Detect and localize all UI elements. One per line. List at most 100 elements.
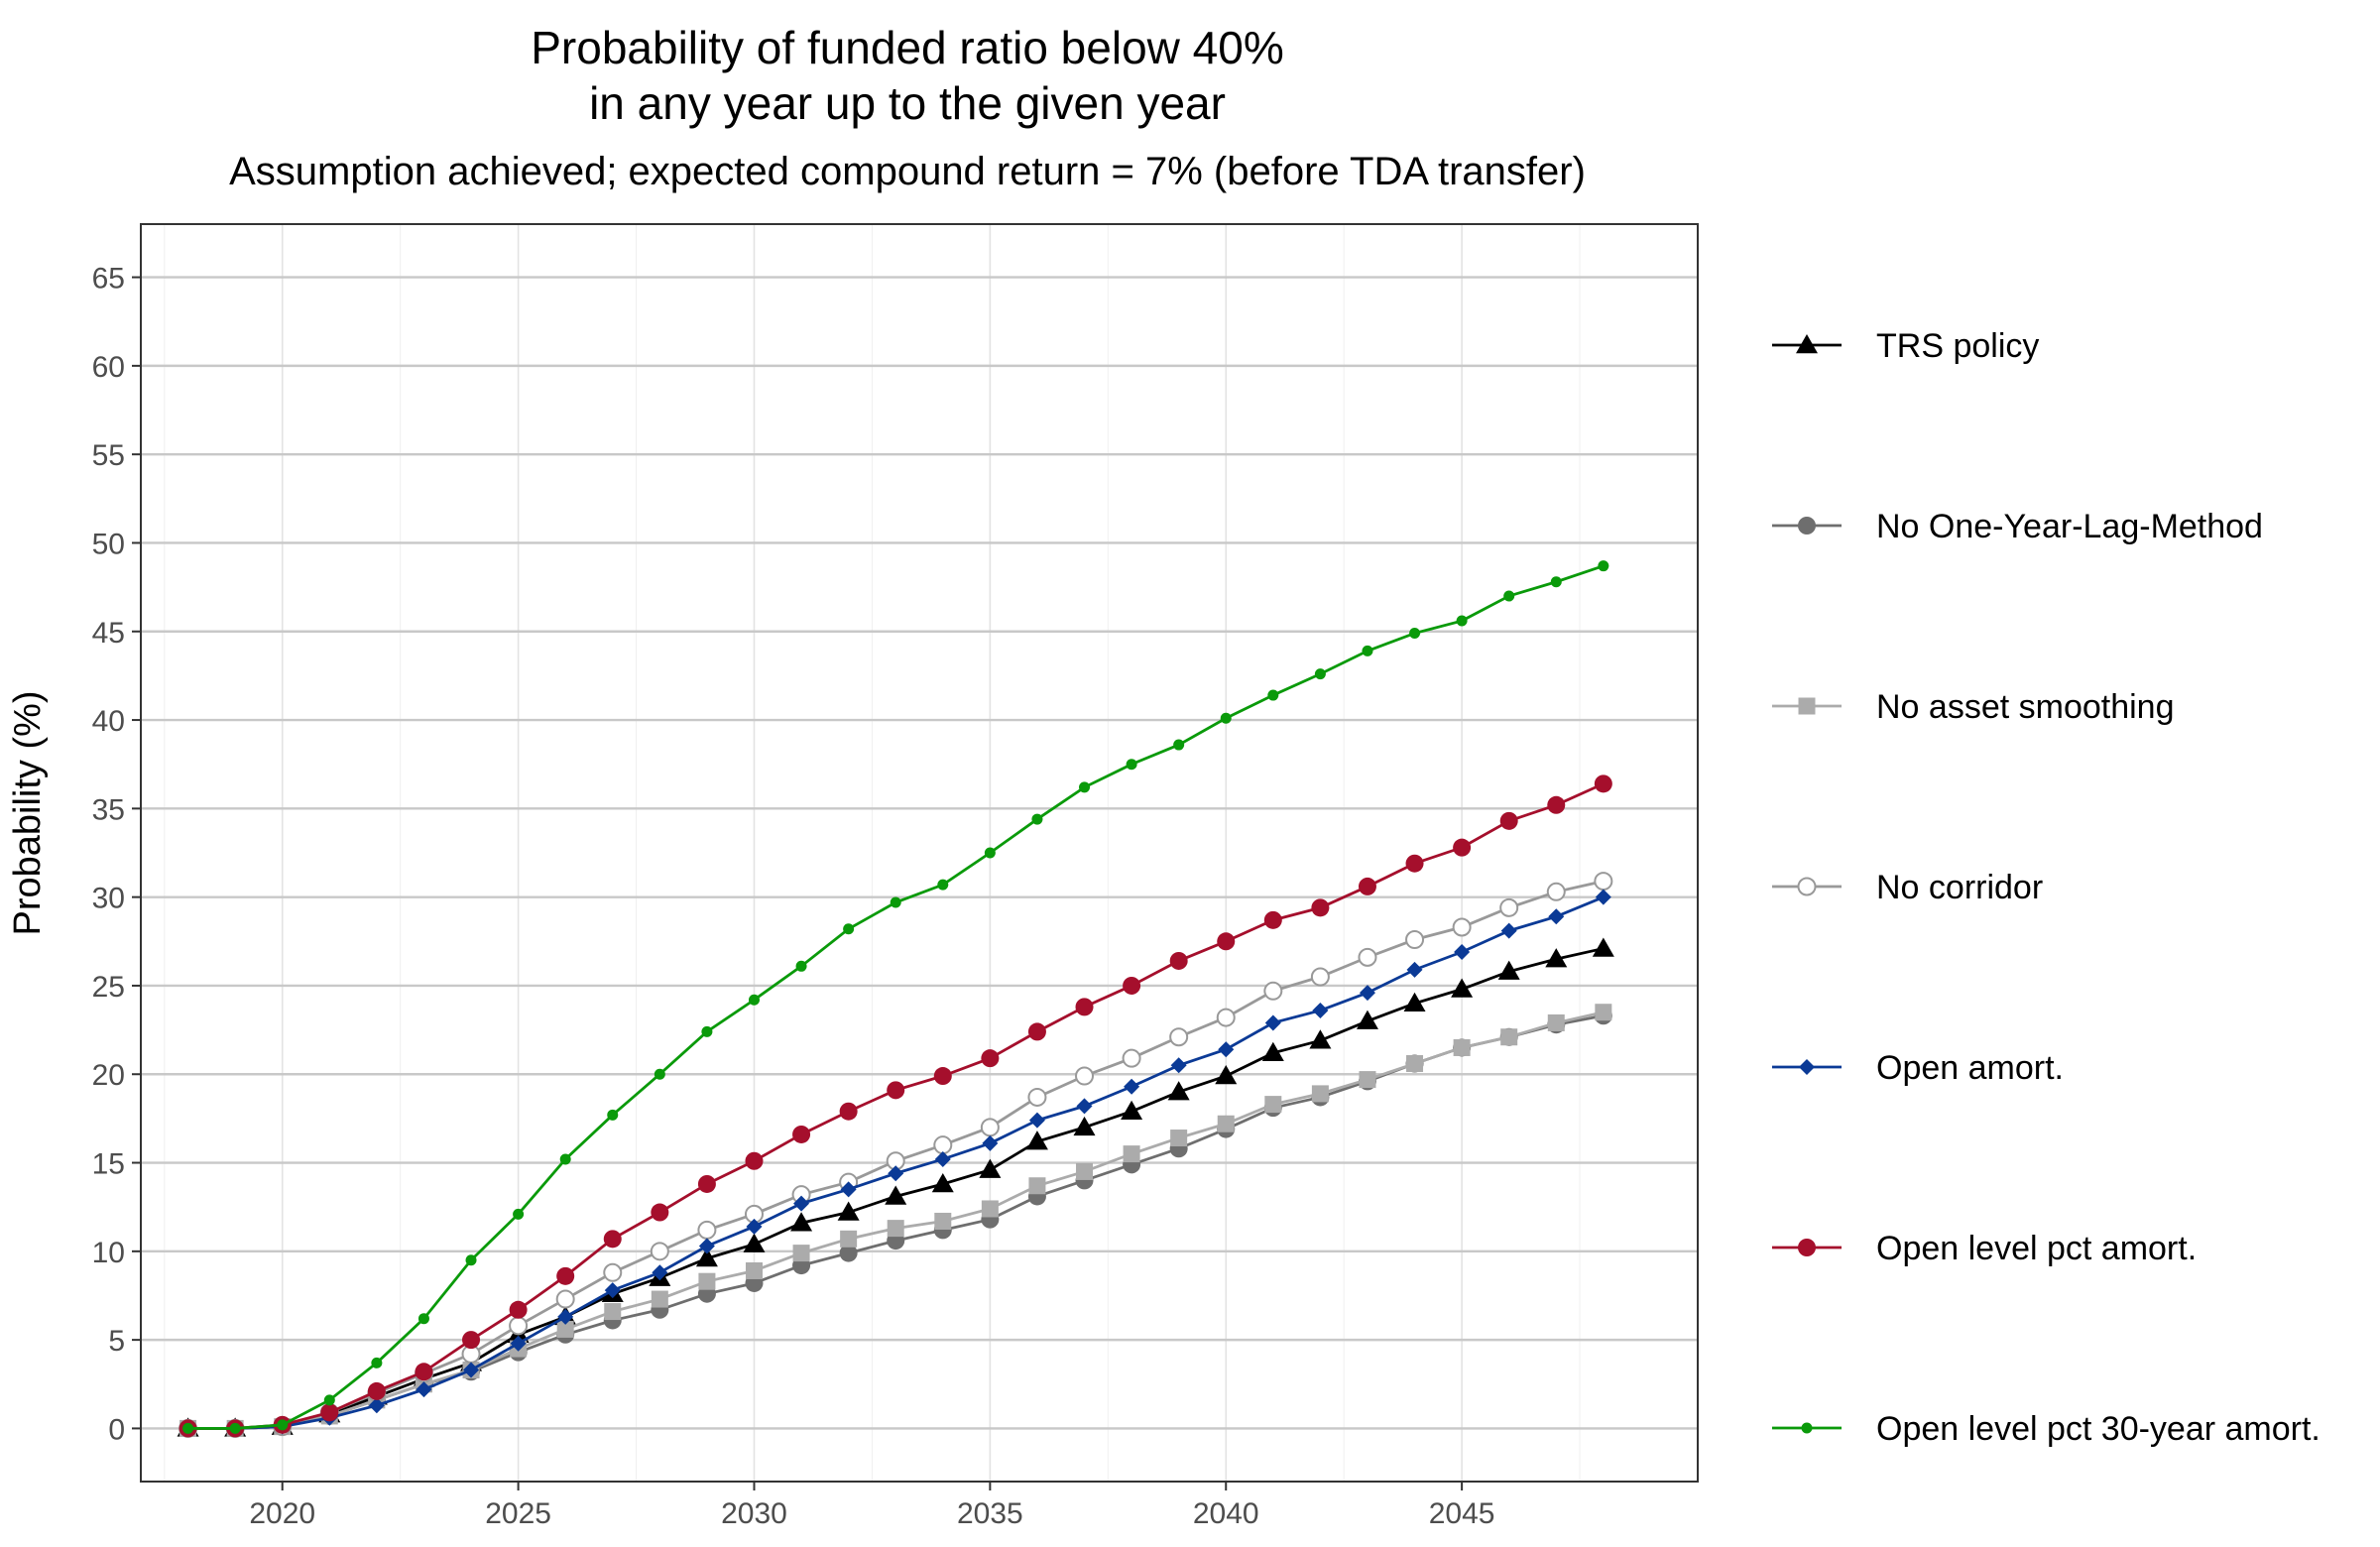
data-point xyxy=(1264,1014,1281,1031)
data-point xyxy=(510,1335,527,1352)
data-point xyxy=(1405,930,1425,950)
legend-key-marker xyxy=(1797,877,1817,896)
data-point xyxy=(701,1025,713,1037)
data-point xyxy=(1451,978,1474,998)
data-point xyxy=(1409,628,1421,640)
y-tick-label: 0 xyxy=(108,1413,125,1446)
data-point xyxy=(840,1181,857,1198)
legend-label: No One-Year-Lag-Method xyxy=(1876,508,2263,545)
data-point xyxy=(1403,992,1426,1012)
data-point xyxy=(1123,1145,1140,1163)
data-point xyxy=(1122,1048,1141,1068)
data-point xyxy=(1028,1177,1046,1195)
data-point xyxy=(1216,1008,1236,1027)
data-point xyxy=(509,1300,528,1319)
x-tick-label: 2025 xyxy=(485,1497,551,1530)
data-point xyxy=(1027,1087,1047,1107)
data-point xyxy=(1503,590,1515,602)
data-point xyxy=(1123,976,1141,995)
data-point xyxy=(368,1397,385,1414)
data-point xyxy=(1311,898,1330,917)
data-point xyxy=(603,1230,622,1249)
y-tick-label: 45 xyxy=(92,617,125,650)
data-point xyxy=(1073,1116,1096,1136)
data-point xyxy=(743,1233,766,1252)
data-point xyxy=(1595,889,1611,905)
data-point xyxy=(979,1158,1002,1178)
data-point xyxy=(1170,1130,1188,1147)
data-point xyxy=(792,1245,810,1262)
data-point xyxy=(697,1174,716,1193)
data-point xyxy=(556,1266,575,1285)
data-point xyxy=(745,1261,763,1279)
series-6 xyxy=(182,560,1609,1434)
data-point xyxy=(887,1081,905,1100)
data-point xyxy=(1079,781,1091,793)
legend-item-0: TRS policy xyxy=(1772,327,2039,365)
data-point xyxy=(1173,739,1185,751)
data-point xyxy=(1217,1115,1235,1132)
data-point xyxy=(1169,951,1188,970)
data-point xyxy=(1121,1100,1143,1120)
data-point xyxy=(1594,774,1612,793)
legend-label: Open level pct amort. xyxy=(1876,1230,2197,1267)
y-tick-label: 55 xyxy=(92,439,125,472)
data-point xyxy=(513,1208,525,1220)
data-point xyxy=(1546,882,1566,901)
y-tick-label: 35 xyxy=(92,793,125,826)
data-point xyxy=(1359,1071,1376,1089)
y-tick-label: 40 xyxy=(92,705,125,738)
chart-subtitle: Assumption achieved; expected compound r… xyxy=(229,150,1586,193)
x-tick-label: 2030 xyxy=(721,1497,787,1530)
data-point xyxy=(1453,1038,1471,1056)
data-point xyxy=(465,1254,477,1266)
data-point xyxy=(837,1201,860,1221)
axes: 2020 2025 2030 2035 2040 20450510152025303540… xyxy=(92,263,1495,1530)
data-point xyxy=(1497,960,1520,980)
data-point xyxy=(1263,981,1283,1001)
data-point xyxy=(981,1200,999,1218)
data-point xyxy=(1453,838,1472,857)
legend-label: TRS policy xyxy=(1876,327,2039,365)
data-point xyxy=(745,1151,764,1170)
data-point xyxy=(984,847,996,859)
legend-item-2: No asset smoothing xyxy=(1772,688,2175,726)
data-point xyxy=(1358,877,1376,895)
data-point xyxy=(559,1153,571,1165)
data-point xyxy=(1028,1112,1045,1129)
data-point xyxy=(417,1313,429,1325)
legend-label: Open amort. xyxy=(1876,1049,2064,1087)
data-point xyxy=(1547,795,1566,814)
data-point xyxy=(1215,1065,1238,1085)
legend-key-marker xyxy=(1798,517,1816,535)
data-point xyxy=(1456,615,1468,627)
data-point xyxy=(1261,1041,1284,1062)
data-point xyxy=(509,1316,529,1336)
data-point xyxy=(463,1362,480,1378)
data-point xyxy=(650,1242,669,1261)
data-point xyxy=(1126,759,1137,771)
y-tick-label: 10 xyxy=(92,1237,125,1269)
data-point xyxy=(1076,1098,1093,1115)
data-point xyxy=(1594,872,1613,892)
data-point xyxy=(1362,645,1373,656)
data-point xyxy=(1545,948,1568,968)
data-point xyxy=(982,1134,999,1151)
data-point xyxy=(1356,1010,1378,1029)
data-point xyxy=(698,1272,716,1290)
data-point xyxy=(934,1212,952,1230)
data-point xyxy=(320,1403,339,1422)
y-tick-label: 20 xyxy=(92,1059,125,1092)
data-point xyxy=(1499,811,1518,830)
data-point xyxy=(933,1135,953,1155)
data-point xyxy=(323,1394,335,1406)
data-point xyxy=(885,1185,907,1205)
data-point xyxy=(1218,1041,1235,1058)
data-point xyxy=(1264,1096,1282,1114)
data-point xyxy=(1311,1085,1329,1103)
x-tick-label: 2040 xyxy=(1193,1497,1259,1530)
legend-key-marker xyxy=(1798,697,1816,715)
data-point xyxy=(843,923,855,935)
chart-title-line-2: in any year up to the given year xyxy=(589,77,1226,129)
data-point xyxy=(1312,1002,1329,1018)
